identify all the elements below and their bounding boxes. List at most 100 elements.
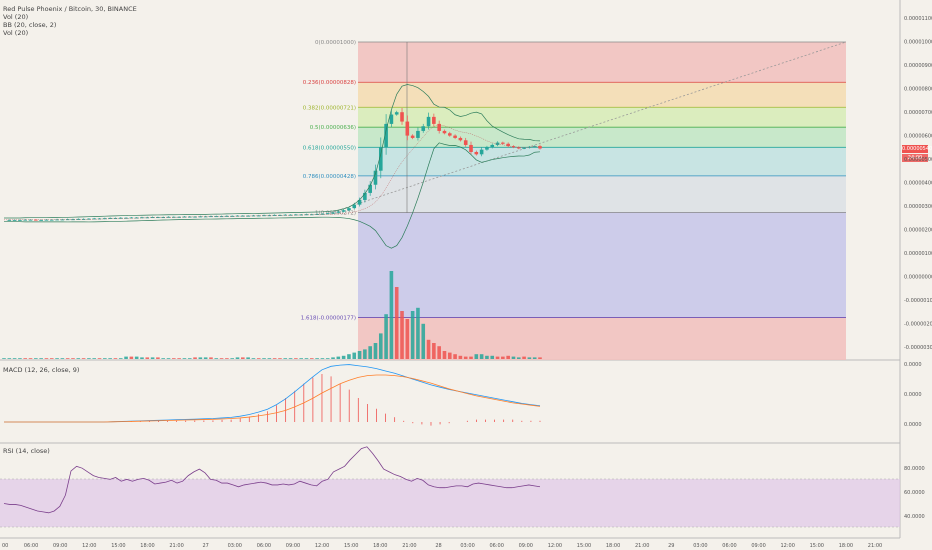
price-axis-tick: 0.00000500 — [904, 157, 932, 163]
candle — [7, 219, 12, 221]
volume-bar — [251, 358, 256, 359]
price-axis-tick: 0.00000800 — [904, 87, 932, 93]
candle — [469, 144, 473, 152]
time-axis-tick: 06:00 — [722, 543, 736, 549]
price-axis-tick: 0.00000300 — [904, 204, 932, 210]
candle — [442, 130, 447, 134]
fib-label: 0.618(0.00000550) — [303, 145, 356, 151]
volume-bar — [267, 358, 272, 359]
volume-bar — [432, 343, 436, 359]
candle — [315, 213, 319, 215]
volume-bar — [347, 354, 351, 359]
time-axis-tick: 21:00 — [169, 543, 183, 549]
fib-zone — [358, 147, 846, 176]
candle — [39, 219, 43, 221]
volume-bar — [538, 357, 542, 359]
volume-bar — [18, 358, 22, 359]
time-axis-tick: 09:00 — [286, 543, 300, 549]
candle — [373, 170, 378, 185]
volume-bar — [495, 356, 500, 359]
fib-label: 0.5(0.00000636) — [310, 125, 356, 131]
candle — [193, 216, 197, 218]
volume-bar — [506, 355, 510, 359]
volume-bar — [103, 358, 107, 359]
candle — [81, 218, 86, 220]
rsi-axis-tick: 80.0000 — [904, 466, 925, 472]
fib-zone — [358, 212, 846, 318]
volume-bar — [463, 356, 468, 359]
volume-bar — [320, 358, 325, 359]
fib-zone — [358, 175, 846, 213]
time-axis-tick: 06:00 — [489, 543, 503, 549]
volume-bar — [156, 357, 160, 359]
candle — [410, 135, 415, 138]
volume-bar — [447, 352, 452, 359]
time-axis-tick: 00 — [2, 543, 8, 549]
volume-bar — [76, 358, 81, 359]
rsi-label[interactable]: RSI (14, close) — [3, 447, 50, 455]
time-axis-tick: 06:00 — [24, 543, 38, 549]
candle — [490, 144, 495, 148]
volume-bar — [532, 357, 537, 359]
time-axis-tick: 12:00 — [315, 543, 329, 549]
volume-bar — [363, 349, 367, 359]
candle — [368, 184, 372, 193]
candle — [426, 116, 431, 127]
volume-bar — [203, 357, 208, 359]
volume-bar — [177, 358, 181, 359]
volume-bar — [172, 358, 176, 359]
last-price-badge: 0.00000540 — [902, 145, 932, 153]
volume-bar — [140, 357, 144, 359]
indicator-label-vol2[interactable]: Vol (20) — [3, 29, 29, 37]
bb-upper — [4, 84, 541, 219]
rsi-band — [0, 479, 900, 527]
volume-bar — [87, 358, 91, 359]
volume-bar — [511, 356, 516, 359]
volume-bar — [400, 311, 404, 359]
volume-bar — [416, 307, 420, 359]
price-axis-tick: 0.00000200 — [904, 228, 932, 234]
candle — [219, 216, 224, 218]
time-axis-tick: 09:00 — [519, 543, 533, 549]
volume-bar — [81, 358, 86, 359]
macd-label[interactable]: MACD (12, 26, close, 9) — [3, 366, 80, 374]
candle — [97, 218, 102, 220]
price-axis-tick: 0.00000000 — [904, 275, 932, 281]
volume-bar — [150, 357, 155, 359]
time-axis-tick: 29 — [668, 543, 674, 549]
candle — [389, 114, 394, 124]
volume-bar — [522, 356, 526, 359]
time-axis-tick: 28 — [435, 543, 441, 549]
volume-bar — [437, 346, 441, 359]
candle — [118, 217, 123, 219]
volume-bar — [325, 358, 330, 359]
time-axis-tick: 09:00 — [751, 543, 765, 549]
time-axis-tick: 03:00 — [460, 543, 474, 549]
indicator-label-vol[interactable]: Vol (20) — [3, 13, 29, 21]
price-axis-tick: 0.00000700 — [904, 110, 932, 116]
volume-bar — [278, 358, 282, 359]
volume-bar — [310, 358, 314, 359]
time-axis-tick: 21:00 — [402, 543, 416, 549]
volume-bar — [479, 354, 484, 359]
fib-zone — [358, 42, 846, 83]
volume-bar — [490, 355, 495, 359]
candle — [294, 214, 298, 216]
indicator-label-bb[interactable]: BB (20, close, 2) — [3, 21, 57, 29]
candle — [447, 133, 452, 136]
volume-bar — [341, 355, 346, 359]
trend-line — [329, 41, 847, 214]
candle — [516, 147, 521, 149]
time-axis-tick: 18:00 — [839, 543, 853, 549]
candle — [416, 130, 420, 138]
price-axis-tick: 0.00000400 — [904, 181, 932, 187]
time-axis-tick: 18:00 — [373, 543, 387, 549]
volume-bar — [516, 357, 521, 359]
candle — [235, 215, 240, 217]
volume-bar — [373, 343, 378, 359]
candle — [331, 212, 335, 214]
candle — [325, 213, 330, 215]
volume-bar — [108, 358, 112, 359]
volume-bar — [299, 358, 303, 359]
